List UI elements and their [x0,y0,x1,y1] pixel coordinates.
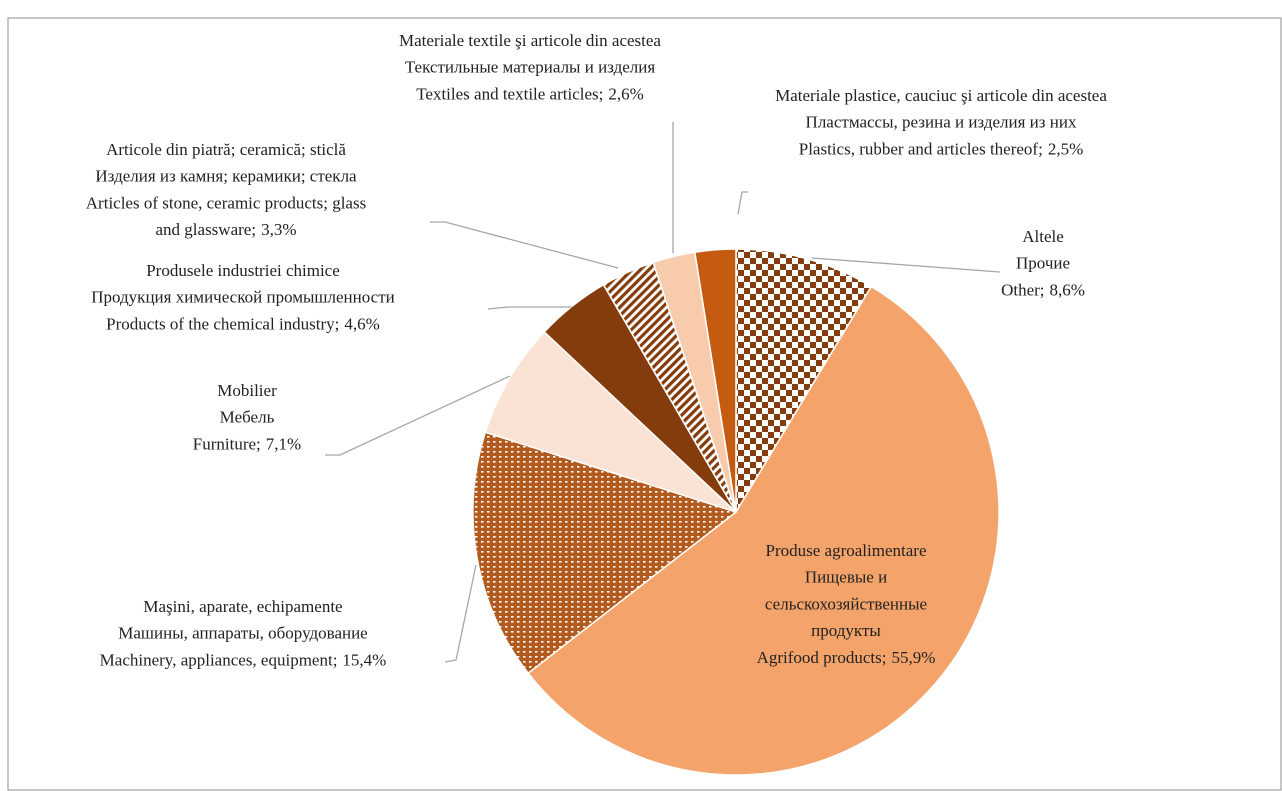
value-label: 7,1% [266,434,301,453]
value-label: 8,6% [1050,280,1085,299]
slice-label: Maşini, aparate, echipamente Машины, аппа… [100,597,387,669]
label-line: Textiles and textile articles; [416,84,603,103]
label-line: Mobilier [217,381,277,400]
label-line: Furniture; [193,434,261,453]
label-line: Articles of stone, ceramic products; gla… [86,193,366,212]
label-line: Agrifood products; [757,648,887,667]
pie-slice [735,248,873,515]
leader-line [811,257,1001,273]
pie-slice [472,431,738,675]
label-line: Other; [1001,280,1044,299]
label-line: Текстильные материалы и изделия [405,58,656,77]
label-line: Materiale textile şi articole din aceste… [399,31,661,50]
value-label: 3,3% [261,220,296,239]
leader-line [444,564,477,663]
label-line: Articole din piatră; ceramică; sticlă [106,140,346,159]
label-line: and glassware; [156,220,257,239]
value-label: 4,6% [344,314,379,333]
slice-label: Produse agroalimentare Пищевые и сельскохо… [757,541,936,667]
label-line: Products of the chemical industry; [106,314,339,333]
label-line: Прочие [1016,254,1070,273]
label-line: Мебель [220,408,275,427]
slice-label: Materiale textile şi articole din aceste… [399,31,661,103]
label-line: сельскохозяйственные [765,594,927,613]
frame [7,17,1282,791]
label-line: Produse agroalimentare [766,541,927,560]
slice-label: Produsele industriei chimice Продукция хи… [91,261,395,333]
value-label: 2,5% [1048,139,1083,158]
leader-line [325,375,511,456]
slice-label: Mobilier Мебель Furniture; 7,1% [193,381,301,453]
label-line: Materiale plastice, cauciuc şi articole … [775,86,1107,105]
slice-label: Materiale plastice, cauciuc şi articole … [775,86,1107,158]
label-line: Продукция химической промышленности [91,288,395,307]
label-line: Maşini, aparate, echipamente [143,597,342,616]
value-label: 55,9% [891,648,935,667]
label-line: Plastics, rubber and articles thereof; [799,139,1043,158]
label-line: Altele [1022,227,1064,246]
pie-slice [693,248,737,513]
label-line: Пластмассы, резина и изделия из них [806,113,1077,132]
value-label: 2,6% [608,84,643,103]
label-line: продукты [811,621,881,640]
pie-slice [527,285,1000,776]
label-line: Produsele industriei chimice [146,261,340,280]
label-line: Пищевые и [805,568,887,587]
pie-slice [484,330,737,513]
label-line: Machinery, appliances, equipment; [100,650,338,669]
label-line: Машины, аппараты, оборудование [118,624,367,643]
label-line: Изделия из камня; керамики; стекла [95,167,357,186]
slice-label: Altele Прочие Other; 8,6% [1001,227,1085,299]
value-label: 15,4% [342,650,386,669]
slice-label: Articole din piatră; ceramică; sticlă Изд… [86,140,366,239]
leader-line [487,306,572,310]
leader-line [430,221,619,269]
leader-line [737,191,748,215]
